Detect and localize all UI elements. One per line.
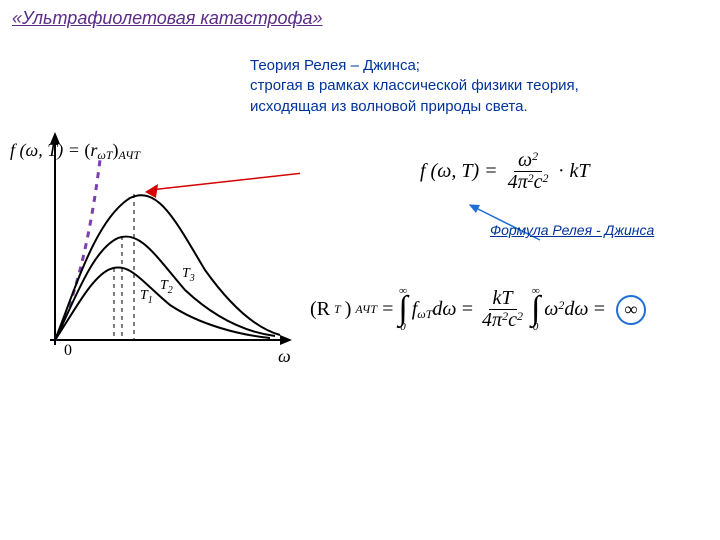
int-fsub: ωT	[417, 307, 432, 321]
t3-label: T3	[182, 266, 195, 284]
int-den-a: 4π	[482, 309, 502, 331]
int-lhs-r: )	[345, 298, 352, 321]
t1-t: T	[140, 288, 148, 303]
rj-lhs: f (ω, T) =	[420, 160, 498, 183]
t1-label: T1	[140, 288, 153, 306]
theory-line-2: строгая в рамках классической физики тео…	[250, 76, 579, 96]
int-lhs-s2: АЧТ	[355, 302, 377, 317]
t1-s: 1	[148, 295, 153, 306]
integral-formula: (RT)АЧТ = ∞ ∫ 0 fωTdω = kT 4π2c2 ∞ ∫ 0 ω…	[310, 288, 646, 331]
theory-line-1: Теория Релея – Джинса;	[250, 56, 579, 76]
page-title: «Ультрафиолетовая катастрофа»	[12, 8, 323, 29]
blackbody-curves	[55, 195, 280, 340]
rayleigh-jeans-formula: f (ω, T) = ω2 4π2c2 · kT	[420, 150, 590, 193]
rayleigh-jeans-curve	[55, 160, 100, 340]
rj-dot: ·	[559, 160, 564, 183]
spectrum-chart	[20, 120, 300, 380]
int-den-bs: 2	[517, 309, 523, 323]
int-den-b: c	[508, 309, 517, 331]
red-arrow	[145, 160, 300, 198]
page: «Ультрафиолетовая катастрофа» Теория Рел…	[0, 0, 720, 540]
int-lhs-l: (R	[310, 298, 330, 321]
formula-label: Формула Релея - Джинса	[430, 200, 690, 255]
omega-label: ω	[278, 346, 291, 367]
t2-s: 2	[168, 285, 173, 296]
int-frac: kT 4π2c2	[478, 288, 527, 331]
red-arrow-line	[150, 160, 300, 190]
t2-label: T2	[160, 278, 173, 296]
rj-num-sup: 2	[532, 149, 538, 163]
int-bot2: 0	[533, 325, 539, 331]
rj-rhs: kT	[570, 160, 590, 183]
int-dw1: dω	[432, 298, 456, 320]
int-dw2: dω	[564, 298, 588, 320]
infinity-circle-icon: ∞	[616, 295, 646, 325]
int-eq3: =	[593, 298, 607, 321]
rj-den-b-sup: 2	[543, 171, 549, 185]
int-inf: ∞	[625, 299, 638, 320]
int-num: kT	[489, 288, 517, 310]
theory-text: Теория Релея – Джинса; строгая в рамках …	[250, 56, 579, 117]
rj-frac: ω2 4π2c2	[504, 150, 553, 193]
theory-line-3: исходящая из волновой природы света.	[250, 97, 579, 117]
rj-num: ω	[518, 149, 532, 171]
t3-t: T	[182, 266, 190, 281]
rj-den-a: 4π	[508, 171, 528, 193]
int-eq2: =	[461, 298, 475, 321]
x-axis-arrowhead-icon	[280, 335, 292, 345]
int-symbol-1: ∞ ∫ 0	[398, 289, 407, 331]
t3-s: 3	[190, 273, 195, 284]
int-eq1: =	[381, 298, 395, 321]
int-lhs-s1: T	[334, 302, 341, 317]
t2-t: T	[160, 278, 168, 293]
int-symbol-2: ∞ ∫ 0	[531, 289, 540, 331]
y-axis-arrowhead-icon	[50, 132, 60, 144]
int-bot1: 0	[400, 325, 406, 331]
rj-den-b: c	[534, 171, 543, 193]
formula-label-text: Формула Релея - Джинса	[490, 222, 654, 238]
int-w2: ω	[544, 298, 558, 320]
origin-label: 0	[64, 342, 72, 360]
